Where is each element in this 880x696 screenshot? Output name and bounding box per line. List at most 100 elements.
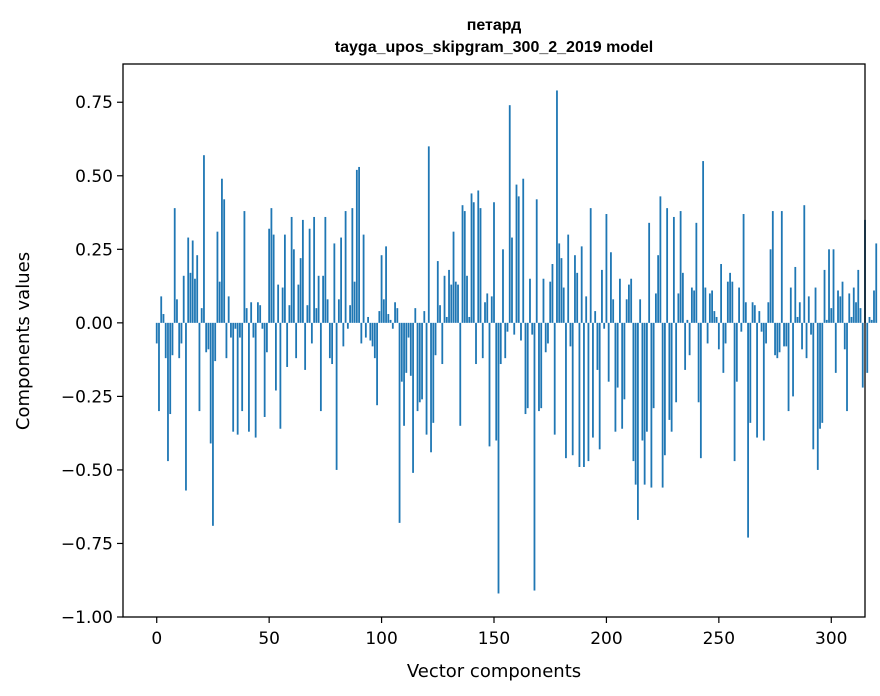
bar-178 xyxy=(556,90,558,323)
bar-220 xyxy=(650,322,653,488)
bar-2 xyxy=(160,296,163,323)
bar-89 xyxy=(355,169,358,323)
bar-46 xyxy=(259,305,262,323)
bar-157 xyxy=(508,105,511,323)
bar-200 xyxy=(605,214,608,323)
bar-255 xyxy=(729,272,731,323)
bar-191 xyxy=(585,296,588,323)
bar-320 xyxy=(875,243,878,323)
bar-210 xyxy=(628,284,630,323)
bar-257 xyxy=(733,322,736,462)
bar-139 xyxy=(468,316,471,323)
bar-50 xyxy=(268,228,271,323)
bar-270 xyxy=(762,322,765,441)
bar-136 xyxy=(461,205,464,323)
bar-10 xyxy=(178,322,181,359)
bar-58 xyxy=(286,322,289,367)
bar-119 xyxy=(423,311,426,323)
bar-141 xyxy=(472,202,475,323)
bar-233 xyxy=(679,211,682,323)
bar-56 xyxy=(281,287,284,323)
bar-285 xyxy=(796,316,799,323)
bar-204 xyxy=(614,322,617,432)
x-tick-label-3: 150 xyxy=(478,629,510,649)
x-axis-label: Vector components xyxy=(407,661,581,682)
bar-59 xyxy=(288,305,291,323)
bar-35 xyxy=(234,322,237,329)
bar-126 xyxy=(439,305,441,323)
bar-211 xyxy=(630,278,633,323)
bar-235 xyxy=(684,322,687,370)
bar-231 xyxy=(675,322,678,403)
x-tick-label-4: 200 xyxy=(590,629,622,649)
bar-229 xyxy=(670,322,673,432)
bar-53 xyxy=(275,322,277,391)
bar-279 xyxy=(783,322,785,347)
bar-64 xyxy=(299,258,302,323)
bar-43 xyxy=(252,322,255,338)
bar-4 xyxy=(164,322,167,359)
bar-172 xyxy=(542,278,545,323)
chart-subtitle: tayga_upos_skipgram_300_2_2019 model xyxy=(335,39,653,56)
bar-52 xyxy=(272,234,275,323)
bar-195 xyxy=(594,311,597,323)
bar-203 xyxy=(612,299,615,323)
bar-294 xyxy=(816,322,819,470)
bar-21 xyxy=(203,155,205,323)
bar-185 xyxy=(571,322,574,456)
bar-193 xyxy=(589,208,592,323)
bar-137 xyxy=(463,211,466,323)
bar-96 xyxy=(371,322,374,347)
bar-6 xyxy=(169,322,172,415)
bar-67 xyxy=(306,305,309,323)
bar-26 xyxy=(214,322,217,362)
bar-196 xyxy=(596,322,599,370)
bar-175 xyxy=(549,281,552,323)
bar-146 xyxy=(484,302,486,323)
bar-179 xyxy=(558,243,561,323)
bar-297 xyxy=(823,269,826,323)
bar-254 xyxy=(726,281,729,323)
bar-128 xyxy=(443,275,446,323)
bar-209 xyxy=(625,299,628,323)
bar-55 xyxy=(279,322,282,429)
bar-19 xyxy=(198,322,201,412)
bar-317 xyxy=(868,316,871,323)
bar-171 xyxy=(540,322,543,409)
bar-197 xyxy=(598,322,601,450)
bar-103 xyxy=(387,314,390,323)
bar-77 xyxy=(328,322,331,359)
bar-305 xyxy=(841,281,844,323)
bar-78 xyxy=(331,322,334,365)
bar-227 xyxy=(666,208,669,323)
bar-33 xyxy=(230,322,232,338)
bar-240 xyxy=(695,222,698,323)
bar-93 xyxy=(364,322,367,338)
bar-31 xyxy=(225,322,228,359)
bar-253 xyxy=(724,322,727,344)
y-tick-label-4: 0.00 xyxy=(75,314,113,334)
bar-156 xyxy=(506,322,509,332)
bar-278 xyxy=(780,211,783,323)
y-tick-label-3: −0.25 xyxy=(61,387,113,407)
x-tick-label-1: 50 xyxy=(258,629,280,649)
bar-223 xyxy=(657,255,660,323)
bar-151 xyxy=(495,322,498,441)
bar-274 xyxy=(771,211,774,323)
bar-259 xyxy=(738,287,740,323)
bar-153 xyxy=(499,322,502,365)
bar-177 xyxy=(553,322,556,435)
bar-289 xyxy=(805,322,808,359)
bar-158 xyxy=(511,237,513,323)
bar-296 xyxy=(821,322,824,423)
bar-110 xyxy=(403,322,405,426)
bar-11 xyxy=(180,322,183,344)
bar-286 xyxy=(798,302,801,323)
bar-69 xyxy=(310,322,313,344)
bar-226 xyxy=(663,322,666,456)
bar-16 xyxy=(191,240,194,323)
bar-0 xyxy=(155,322,158,344)
bar-108 xyxy=(398,322,401,523)
bar-125 xyxy=(436,261,439,323)
